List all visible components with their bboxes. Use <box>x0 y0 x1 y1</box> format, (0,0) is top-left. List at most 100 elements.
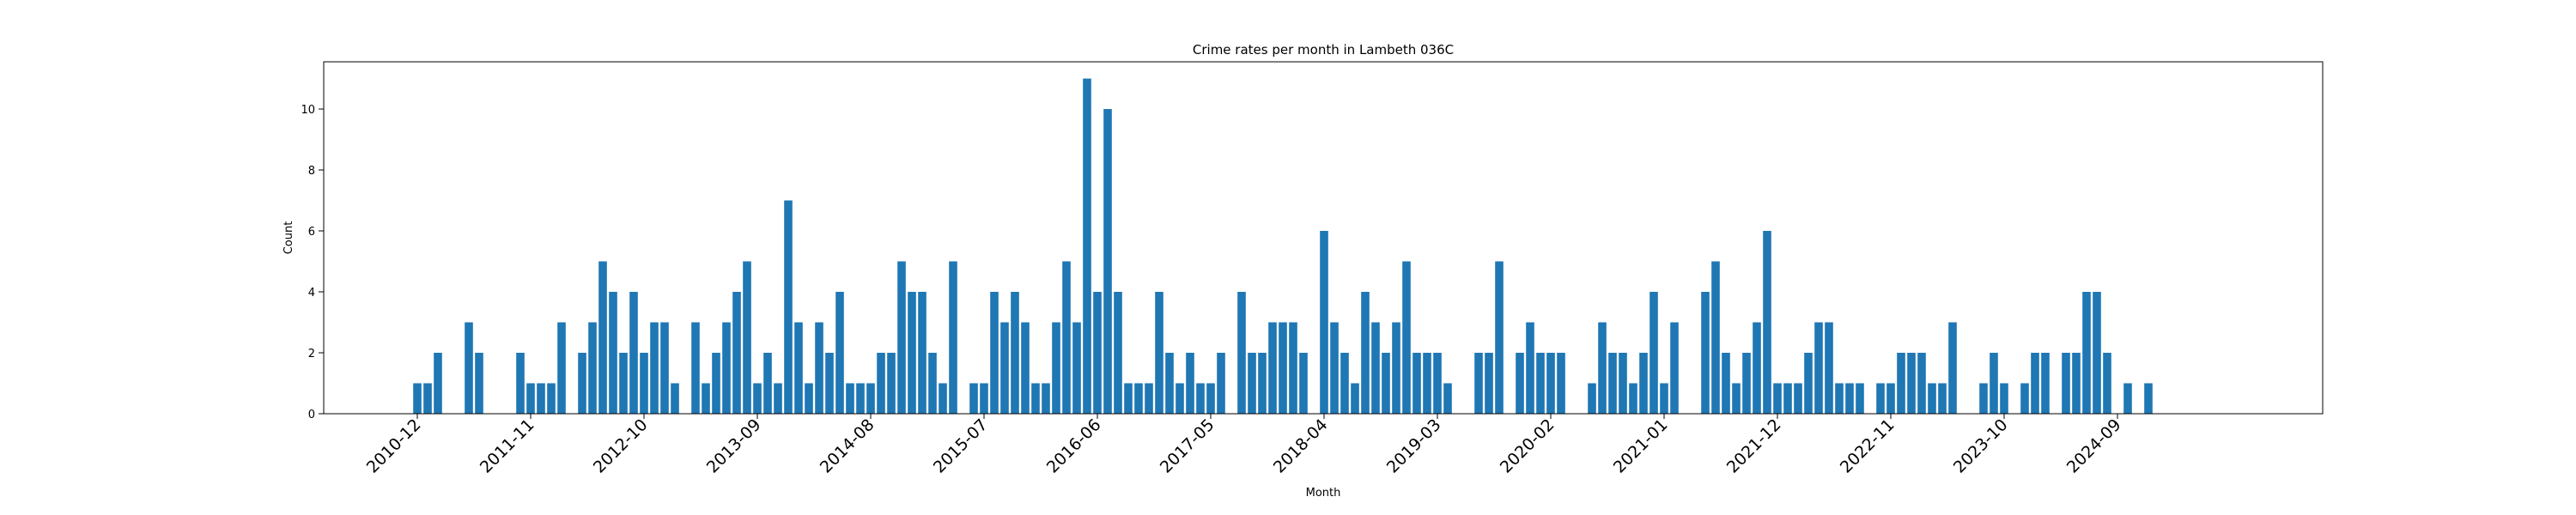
bar <box>1773 383 1782 414</box>
bar <box>1876 383 1885 414</box>
bar <box>1753 322 1761 414</box>
bar <box>1103 109 1112 415</box>
bar <box>526 383 535 414</box>
bar <box>413 383 422 414</box>
bar <box>1423 353 1431 414</box>
bar <box>1114 292 1122 414</box>
bar <box>897 261 906 414</box>
bar <box>465 322 473 414</box>
bar <box>1557 353 1565 414</box>
bar <box>1546 353 1555 414</box>
bar <box>805 383 813 414</box>
bar <box>2093 292 2101 414</box>
bar <box>2000 383 2008 414</box>
bar <box>557 322 566 414</box>
bar <box>2144 383 2153 414</box>
bar <box>732 292 741 414</box>
bars-group <box>413 78 2153 415</box>
bar <box>671 383 679 414</box>
y-tick-label: 0 <box>308 409 315 421</box>
bar <box>1619 353 1627 414</box>
bar <box>1928 383 1936 414</box>
bar <box>2082 292 2091 414</box>
y-axis-label: Count <box>283 221 295 255</box>
bar <box>1134 383 1143 414</box>
bar <box>1979 383 1988 414</box>
bar <box>1217 353 1225 414</box>
bar <box>1825 322 1833 414</box>
bar <box>969 383 978 414</box>
bar <box>2072 353 2081 414</box>
bar <box>1897 353 1905 414</box>
bar <box>1763 231 1771 414</box>
bar <box>1258 353 1267 414</box>
x-axis-label: Month <box>1306 487 1341 500</box>
bar <box>660 322 669 414</box>
bar <box>866 383 875 414</box>
y-tick-label: 8 <box>308 165 315 178</box>
y-tick-label: 4 <box>308 287 315 300</box>
bar <box>2020 383 2029 414</box>
bar <box>1402 261 1411 414</box>
bar <box>1196 383 1205 414</box>
bar <box>774 383 782 414</box>
bar <box>1516 353 1524 414</box>
bar <box>1330 322 1339 414</box>
bar <box>1093 292 1102 414</box>
bar <box>939 383 947 414</box>
bar <box>1083 78 1091 415</box>
bar <box>516 353 525 414</box>
bar <box>1598 322 1607 414</box>
bar <box>743 261 751 414</box>
bar <box>835 292 844 414</box>
bar <box>1722 353 1730 414</box>
bar <box>1814 322 1823 414</box>
bar <box>1742 353 1751 414</box>
bar <box>1062 261 1071 414</box>
bar <box>1279 322 1287 414</box>
bar <box>980 383 988 414</box>
bar <box>2041 353 2050 414</box>
bar <box>1948 322 1957 414</box>
bar <box>1474 353 1483 414</box>
bar <box>640 353 648 414</box>
bar <box>1804 353 1813 414</box>
y-tick-label: 6 <box>308 226 315 239</box>
bar <box>1206 383 1215 414</box>
bar <box>1886 383 1895 414</box>
bar <box>1907 353 1916 414</box>
bar <box>1000 322 1009 414</box>
bar <box>825 353 834 414</box>
bar <box>846 383 854 414</box>
bar <box>1856 383 1864 414</box>
bar <box>702 383 710 414</box>
bar <box>1165 353 1174 414</box>
bar <box>1289 322 1297 414</box>
bar <box>1320 231 1328 414</box>
bar <box>815 322 823 414</box>
bar <box>763 353 772 414</box>
bar <box>1340 353 1349 414</box>
bar <box>722 322 731 414</box>
bar <box>1660 383 1668 414</box>
bar <box>753 383 762 414</box>
bar <box>784 200 793 414</box>
bar <box>1639 353 1648 414</box>
bar <box>1248 353 1256 414</box>
y-tick-label: 2 <box>308 348 315 360</box>
bar <box>1021 322 1030 414</box>
bar <box>1371 322 1380 414</box>
bar <box>1536 353 1545 414</box>
bar <box>2123 383 2132 414</box>
bar <box>1917 353 1926 414</box>
bar <box>928 353 937 414</box>
y-tick-label: 10 <box>301 104 315 117</box>
bar <box>619 353 628 414</box>
y-axis: 0 2 4 6 8 10 <box>301 104 324 421</box>
bar <box>1701 292 1710 414</box>
bar <box>1186 353 1194 414</box>
bar <box>1268 322 1277 414</box>
bar <box>1629 383 1637 414</box>
bar <box>877 353 885 414</box>
